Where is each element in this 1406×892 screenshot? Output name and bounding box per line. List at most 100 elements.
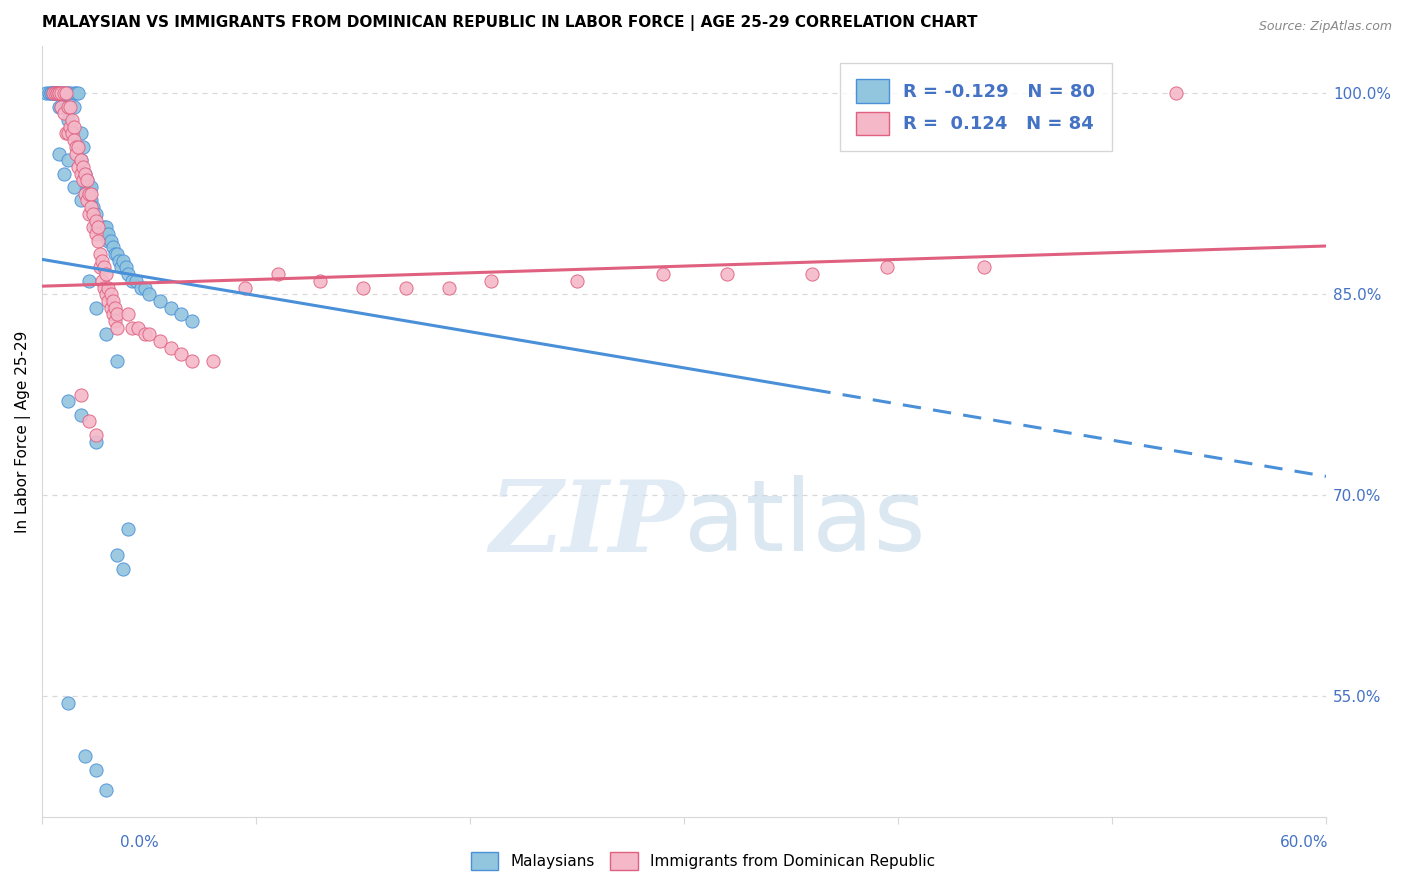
Point	[129, 280, 152, 294]
Point	[170, 347, 193, 361]
Legend: Malaysians, Immigrants from Dominican Republic: Malaysians, Immigrants from Dominican Re…	[463, 845, 943, 877]
Point	[63, 120, 86, 134]
Point	[69, 167, 91, 181]
Point	[48, 100, 70, 114]
Point	[56, 696, 79, 710]
Point	[105, 354, 128, 368]
Point	[76, 173, 98, 187]
Point	[149, 293, 172, 308]
Y-axis label: In Labor Force | Age 25-29: In Labor Force | Age 25-29	[15, 330, 31, 533]
Point	[121, 320, 143, 334]
Point	[159, 341, 181, 355]
Point	[77, 180, 100, 194]
Point	[73, 167, 96, 181]
Point	[96, 287, 118, 301]
Point	[117, 267, 139, 281]
Point	[35, 87, 58, 101]
Point	[56, 394, 79, 409]
Point	[44, 87, 66, 101]
Point	[105, 307, 128, 321]
Point	[93, 220, 115, 235]
Point	[42, 87, 65, 101]
Point	[72, 140, 94, 154]
Point	[801, 267, 824, 281]
Point	[114, 260, 136, 275]
Point	[89, 220, 111, 235]
Point	[87, 234, 110, 248]
Point	[91, 253, 114, 268]
Point	[565, 274, 588, 288]
Point	[46, 87, 69, 101]
Point	[108, 253, 131, 268]
Point	[52, 167, 75, 181]
Point	[69, 153, 91, 168]
Point	[96, 227, 118, 241]
Point	[77, 274, 100, 288]
Point	[48, 87, 70, 101]
Point	[93, 280, 115, 294]
Point	[84, 207, 107, 221]
Point	[38, 87, 60, 101]
Point	[100, 287, 122, 301]
Point	[63, 180, 86, 194]
Point	[97, 234, 120, 248]
Point	[76, 180, 98, 194]
Point	[59, 100, 82, 114]
Point	[60, 127, 83, 141]
Point	[82, 220, 104, 235]
Point	[352, 280, 374, 294]
Point	[134, 280, 156, 294]
Point	[69, 408, 91, 422]
Point	[84, 427, 107, 442]
Point	[46, 87, 69, 101]
Point	[63, 133, 86, 147]
Point	[82, 207, 104, 221]
Point	[87, 220, 110, 235]
Point	[1166, 87, 1188, 101]
Point	[235, 280, 257, 294]
Point	[121, 274, 143, 288]
Point	[52, 106, 75, 120]
Point	[112, 562, 135, 576]
Point	[105, 247, 128, 261]
Point	[56, 87, 79, 101]
Point	[76, 194, 98, 208]
Point	[55, 100, 77, 114]
Point	[96, 220, 118, 235]
Point	[84, 434, 107, 449]
Point	[97, 227, 120, 241]
Point	[42, 87, 65, 101]
Point	[112, 253, 135, 268]
Point	[69, 127, 91, 141]
Point	[89, 247, 111, 261]
Text: 60.0%: 60.0%	[1281, 836, 1329, 850]
Point	[67, 140, 90, 154]
Point	[82, 207, 104, 221]
Point	[77, 194, 100, 208]
Point	[39, 87, 62, 101]
Point	[52, 87, 75, 101]
Point	[716, 267, 738, 281]
Point	[89, 260, 111, 275]
Point	[59, 127, 82, 141]
Point	[91, 274, 114, 288]
Point	[159, 301, 181, 315]
Point	[73, 749, 96, 764]
Text: ZIP: ZIP	[489, 475, 685, 572]
Point	[91, 227, 114, 241]
Point	[266, 267, 288, 281]
Point	[56, 127, 79, 141]
Point	[42, 87, 65, 101]
Point	[202, 354, 225, 368]
Point	[104, 314, 127, 328]
Point	[481, 274, 503, 288]
Point	[63, 100, 86, 114]
Point	[101, 307, 124, 321]
Point	[72, 167, 94, 181]
Point	[48, 87, 70, 101]
Point	[96, 267, 118, 281]
Point	[76, 173, 98, 187]
Point	[125, 274, 148, 288]
Point	[93, 260, 115, 275]
Point	[96, 327, 118, 342]
